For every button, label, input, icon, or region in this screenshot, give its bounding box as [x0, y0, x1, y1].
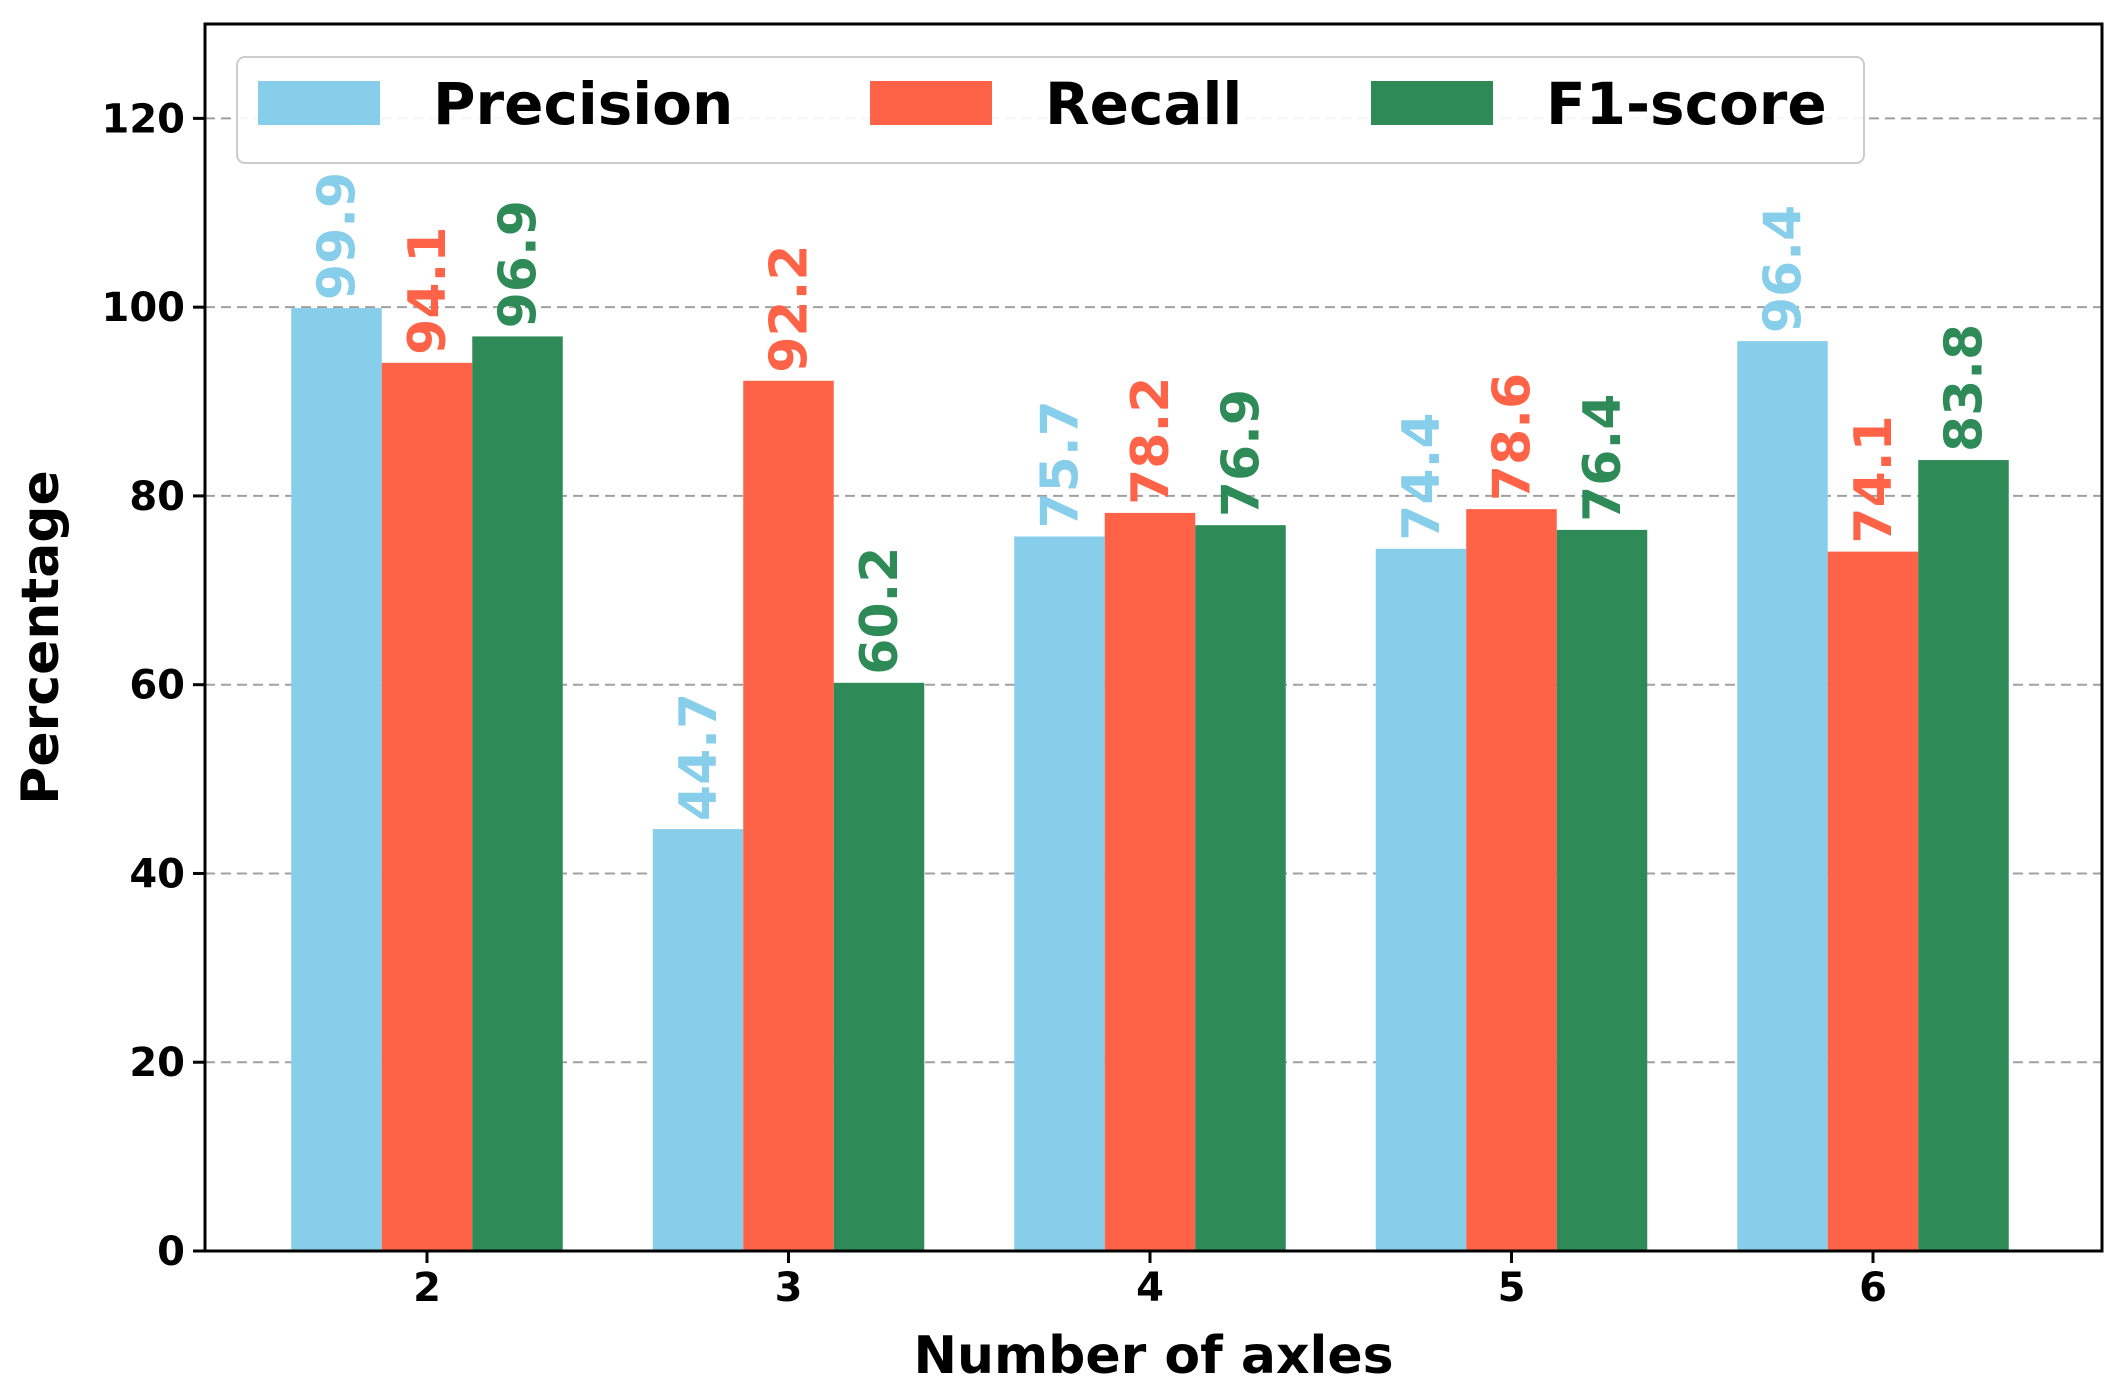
x-tick-label: 6: [1859, 1265, 1887, 1311]
y-tick-label: 80: [129, 474, 185, 520]
data-label-f1-score-3: 60.2: [850, 546, 910, 674]
bar-f1-score-6: [1918, 460, 2009, 1252]
bar-precision-2: [291, 308, 382, 1252]
data-label-precision-4: 75.7: [1031, 400, 1091, 528]
y-tick-label: 100: [102, 285, 186, 331]
legend-swatch-recall: [870, 81, 992, 125]
bar-recall-4: [1104, 512, 1196, 1251]
bar-f1-score-2: [472, 336, 563, 1251]
data-label-f1-score-2: 96.9: [489, 200, 549, 328]
bar-precision-6: [1737, 341, 1828, 1251]
bar-precision-4: [1014, 536, 1105, 1251]
legend: Precision Recall F1-score: [236, 56, 1865, 164]
x-tick-label: 3: [775, 1265, 803, 1311]
data-label-precision-6: 96.4: [1754, 205, 1814, 333]
bar-precision-3: [652, 829, 744, 1251]
y-axis-title: Percentage: [11, 470, 71, 805]
data-labels: 99.9 94.1 96.9 44.7 92.2 60.2 75.7 78.2 76.9 74.4…: [308, 172, 1995, 821]
bars: [291, 308, 2009, 1252]
y-tick-label: 20: [129, 1040, 185, 1086]
legend-label-precision: Precision: [433, 70, 733, 138]
axes: 0 20 40 60 80 100 120 2 3 4 5 6: [102, 96, 1887, 1311]
legend-label-recall: Recall: [1045, 70, 1242, 138]
y-tick-label: 60: [129, 663, 185, 709]
y-tick-label: 120: [102, 96, 186, 142]
data-label-f1-score-5: 76.4: [1573, 394, 1633, 522]
data-label-precision-3: 44.7: [669, 693, 729, 821]
x-tick-label: 2: [413, 1265, 441, 1311]
bar-recall-6: [1827, 551, 1919, 1251]
data-label-precision-5: 74.4: [1392, 412, 1452, 540]
data-label-f1-score-4: 76.9: [1212, 389, 1272, 517]
data-label-recall-3: 92.2: [760, 244, 820, 372]
bar-f1-score-4: [1195, 525, 1286, 1251]
data-label-recall-5: 78.6: [1483, 373, 1543, 501]
bar-recall-5: [1466, 509, 1557, 1251]
data-label-f1-score-6: 83.8: [1935, 324, 1995, 452]
x-tick-label: 5: [1498, 1265, 1526, 1311]
data-label-recall-2: 94.1: [398, 227, 458, 355]
legend-label-f1-score: F1-score: [1546, 70, 1827, 138]
x-tick-label: 4: [1136, 1265, 1164, 1311]
bar-f1-score-3: [833, 682, 925, 1251]
bar-recall-3: [743, 380, 834, 1252]
plot-area-frame: [203, 22, 2104, 1253]
legend-swatch-f1-score: [1371, 81, 1493, 125]
bar-f1-score-5: [1556, 529, 1648, 1251]
data-label-recall-6: 74.1: [1844, 415, 1904, 543]
data-label-precision-2: 99.9: [308, 172, 368, 300]
y-tick-label: 40: [129, 851, 185, 897]
bar-precision-5: [1375, 548, 1467, 1251]
bar-recall-2: [381, 362, 473, 1251]
legend-swatch-precision: [258, 81, 380, 125]
x-axis-title: Number of axles: [913, 1326, 1393, 1386]
y-tick-label: 0: [157, 1229, 185, 1275]
data-label-recall-4: 78.2: [1121, 377, 1181, 505]
